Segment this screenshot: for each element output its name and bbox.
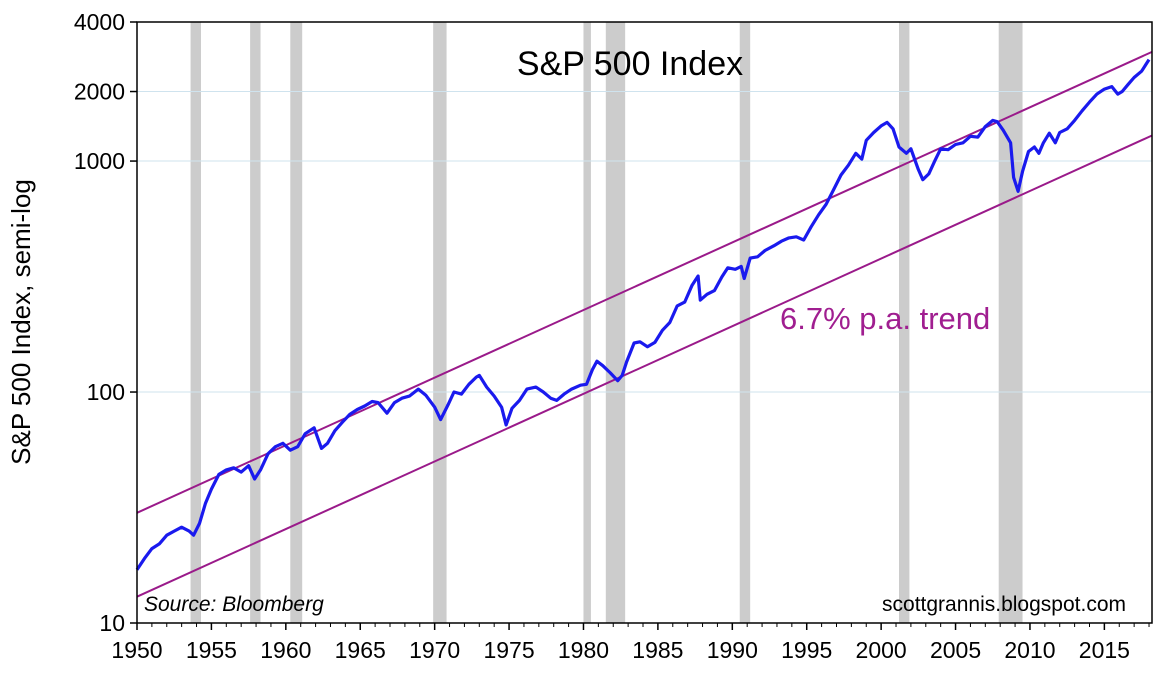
source-note: Source: Bloomberg bbox=[144, 593, 324, 616]
x-tick-label: 2010 bbox=[1004, 637, 1055, 663]
y-tick-label: 100 bbox=[87, 379, 125, 405]
recession-band bbox=[998, 22, 1023, 623]
x-tick-label: 1990 bbox=[707, 637, 758, 663]
x-tick-label: 1965 bbox=[335, 637, 386, 663]
trend-line bbox=[136, 134, 1153, 598]
x-tick-label: 1970 bbox=[409, 637, 460, 663]
x-tick-label: 2000 bbox=[856, 637, 907, 663]
series-layer bbox=[135, 58, 1151, 571]
y-axis-label: S&P 500 Index, semi-log bbox=[6, 179, 36, 465]
gridlines bbox=[137, 91, 1152, 393]
plot-frame bbox=[136, 21, 1153, 624]
x-tick-label: 1980 bbox=[558, 637, 609, 663]
x-tick-label: 1985 bbox=[632, 637, 683, 663]
x-tick-label: 1960 bbox=[260, 637, 311, 663]
recession-band bbox=[605, 22, 626, 623]
recession-band bbox=[739, 22, 751, 623]
sp500-series-line bbox=[135, 58, 1151, 571]
y-tick-label: 2000 bbox=[74, 79, 125, 105]
x-axis: 1950 1955 1960 1965 1970 1975 1980 1985 1990 1995… bbox=[111, 623, 1150, 663]
recession-bands bbox=[190, 22, 1023, 623]
y-axis: 10 100 1000 2000 4000 bbox=[74, 9, 137, 636]
recession-band bbox=[250, 22, 261, 623]
recession-band bbox=[583, 22, 591, 623]
recession-band bbox=[433, 22, 447, 623]
y-tick-label: 4000 bbox=[74, 9, 125, 35]
y-tick-label: 10 bbox=[99, 610, 125, 636]
recession-band bbox=[290, 22, 303, 623]
watermark: scottgrannis.blogspot.com bbox=[882, 593, 1126, 616]
x-tick-label: 1975 bbox=[483, 637, 534, 663]
chart-title: S&P 500 Index bbox=[517, 45, 743, 83]
x-tick-label: 2015 bbox=[1079, 637, 1130, 663]
y-tick-label: 1000 bbox=[74, 148, 125, 174]
recession-band bbox=[190, 22, 201, 623]
x-tick-label: 1955 bbox=[186, 637, 237, 663]
recession-band bbox=[898, 22, 910, 623]
x-tick-label: 2005 bbox=[930, 637, 981, 663]
trend-label: 6.7% p.a. trend bbox=[780, 301, 990, 336]
x-tick-label: 1950 bbox=[111, 637, 162, 663]
x-tick-label: 1995 bbox=[781, 637, 832, 663]
